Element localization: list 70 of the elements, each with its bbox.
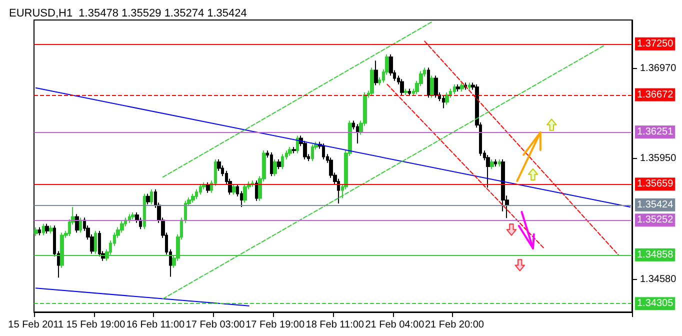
candlestick — [277, 158, 281, 170]
candlestick — [370, 67, 374, 96]
candlestick — [311, 144, 314, 162]
candlestick — [430, 75, 434, 98]
x-tick-label: 21 Feb 04:00 — [365, 320, 425, 330]
candlestick — [408, 88, 411, 96]
candlestick — [34, 226, 38, 237]
ref-line-label: 1.34858 — [637, 249, 674, 260]
candlestick — [195, 188, 198, 200]
candlestick — [486, 154, 490, 188]
candlestick — [79, 217, 82, 234]
ref-line-label: 1.35659 — [637, 178, 674, 190]
candlestick — [232, 184, 236, 196]
ref-line-label: 1.35424 — [637, 199, 674, 210]
candlestick — [322, 143, 325, 160]
candlestick — [42, 223, 45, 236]
ref-line-label: 1.35252 — [637, 214, 674, 226]
x-tick-label: 16 Feb 11:00 — [126, 320, 185, 330]
candlestick — [199, 184, 202, 196]
candlestick — [206, 182, 210, 194]
candlestick — [292, 146, 296, 154]
candlestick — [38, 226, 41, 236]
candlestick — [243, 184, 247, 204]
candlestick — [128, 214, 131, 224]
candlestick — [288, 146, 292, 156]
candlestick — [460, 82, 464, 92]
candlestick — [270, 152, 273, 177]
candlestick — [453, 84, 456, 95]
y-tick-label: 1.36970 — [640, 63, 677, 74]
candlestick — [251, 180, 254, 188]
y-tick-label: 1.34580 — [640, 274, 677, 285]
ref-line-label: 1.37250 — [637, 38, 674, 50]
candlestick — [374, 60, 378, 86]
y-tick-label: 1.35950 — [640, 153, 677, 164]
candlestick — [468, 82, 471, 90]
candlestick — [184, 200, 187, 224]
candlestick — [255, 180, 258, 202]
x-tick-label: 21 Feb 20:00 — [425, 320, 484, 330]
candlestick — [490, 158, 494, 170]
candlestick — [400, 78, 404, 96]
candlestick — [281, 154, 284, 170]
candlestick — [456, 84, 460, 92]
candlestick — [445, 92, 449, 106]
candlestick — [434, 75, 438, 98]
candlestick — [494, 158, 497, 167]
candlestick — [273, 158, 277, 177]
candlestick — [45, 223, 49, 234]
ref-line-label: 1.34305 — [637, 298, 674, 310]
candlestick — [404, 88, 408, 96]
x-tick-label: 17 Feb 19:00 — [246, 320, 305, 330]
candlestick — [356, 124, 359, 144]
x-tick-label: 18 Feb 11:00 — [306, 320, 364, 330]
x-tick-label: 17 Feb 03:00 — [186, 320, 246, 330]
x-tick-label: 15 Feb 19:00 — [66, 320, 126, 330]
candlestick — [296, 135, 299, 154]
candlestick — [191, 193, 195, 204]
candlestick — [427, 67, 430, 98]
candlestick — [146, 193, 150, 205]
candlestick — [131, 212, 135, 220]
candlestick — [75, 214, 79, 234]
candlestick — [49, 225, 53, 234]
x-tick-label: 15 Feb 2011 — [8, 320, 64, 330]
ref-line-label: 1.36672 — [637, 89, 674, 100]
candlestick — [498, 158, 501, 167]
candlestick — [442, 95, 445, 109]
candlestick — [143, 193, 146, 230]
candlestick — [150, 188, 153, 205]
ref-line-label: 1.36251 — [637, 126, 674, 138]
chart-title: EURUSD,H1 1.35478 1.35529 1.35274 1.35424 — [9, 8, 247, 20]
candlestick — [98, 230, 101, 257]
